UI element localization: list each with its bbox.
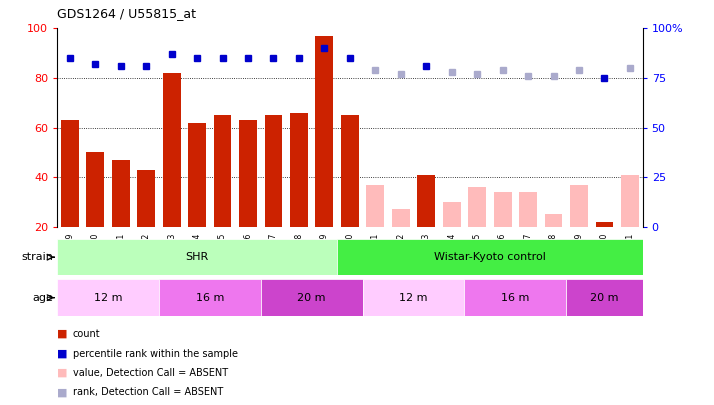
Bar [159, 279, 261, 316]
Text: SHR: SHR [186, 252, 208, 262]
Bar [363, 279, 464, 316]
Text: GDS1264 / U55815_at: GDS1264 / U55815_at [57, 7, 196, 20]
Bar [341, 115, 358, 227]
Bar [545, 214, 563, 227]
Text: ■: ■ [57, 329, 68, 339]
Bar [392, 209, 410, 227]
Bar [86, 152, 104, 227]
Text: 16 m: 16 m [196, 293, 224, 303]
Bar [570, 185, 588, 227]
Bar [316, 36, 333, 227]
Text: 20 m: 20 m [590, 293, 618, 303]
Bar [265, 115, 283, 227]
Bar [468, 187, 486, 227]
Bar [163, 73, 181, 227]
Text: ■: ■ [57, 349, 68, 358]
Text: 12 m: 12 m [94, 293, 122, 303]
Bar [566, 279, 643, 316]
Text: age: age [33, 293, 54, 303]
Bar [213, 115, 231, 227]
Bar [61, 120, 79, 227]
Text: percentile rank within the sample: percentile rank within the sample [73, 349, 238, 358]
Bar [188, 123, 206, 227]
Bar [595, 222, 613, 227]
Bar [443, 202, 461, 227]
Bar [417, 175, 435, 227]
Bar [621, 175, 639, 227]
Bar [57, 239, 337, 275]
Text: 20 m: 20 m [298, 293, 326, 303]
Bar [464, 279, 566, 316]
Bar [239, 120, 257, 227]
Text: Wistar-Kyoto control: Wistar-Kyoto control [434, 252, 545, 262]
Bar [337, 239, 643, 275]
Bar [290, 113, 308, 227]
Text: 12 m: 12 m [399, 293, 428, 303]
Bar [519, 192, 537, 227]
Bar [261, 279, 363, 316]
Text: strain: strain [21, 252, 54, 262]
Text: ■: ■ [57, 368, 68, 378]
Text: 16 m: 16 m [501, 293, 530, 303]
Text: count: count [73, 329, 101, 339]
Bar [112, 160, 130, 227]
Bar [493, 192, 511, 227]
Bar [57, 279, 159, 316]
Text: ■: ■ [57, 388, 68, 397]
Text: rank, Detection Call = ABSENT: rank, Detection Call = ABSENT [73, 388, 223, 397]
Bar [366, 185, 384, 227]
Text: value, Detection Call = ABSENT: value, Detection Call = ABSENT [73, 368, 228, 378]
Bar [137, 170, 155, 227]
